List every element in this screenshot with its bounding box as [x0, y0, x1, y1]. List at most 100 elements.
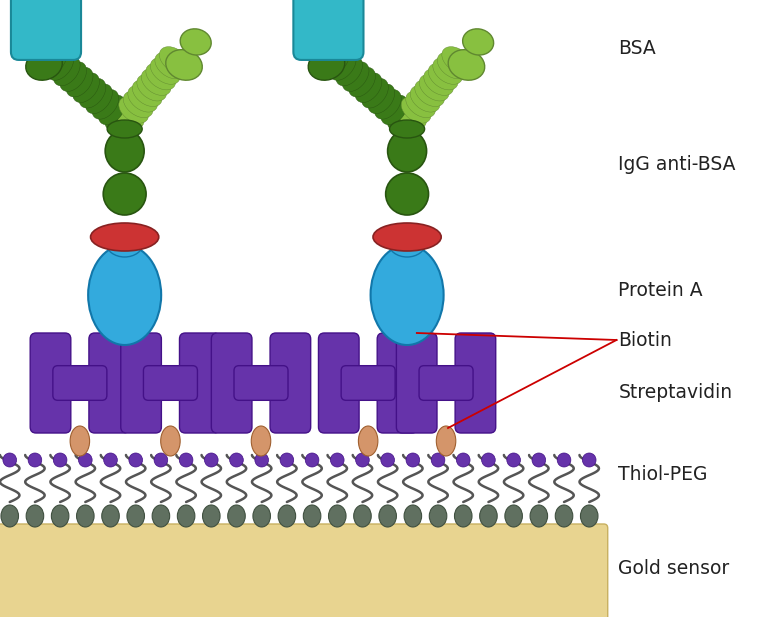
Ellipse shape — [424, 69, 454, 96]
Text: BSA: BSA — [619, 38, 656, 57]
Ellipse shape — [105, 101, 132, 130]
Ellipse shape — [404, 505, 422, 527]
Ellipse shape — [177, 505, 195, 527]
Ellipse shape — [180, 29, 212, 55]
FancyBboxPatch shape — [89, 333, 129, 433]
Ellipse shape — [280, 453, 294, 467]
Ellipse shape — [479, 505, 497, 527]
Ellipse shape — [154, 453, 167, 467]
FancyBboxPatch shape — [419, 366, 473, 400]
Ellipse shape — [368, 84, 395, 114]
Ellipse shape — [505, 505, 522, 527]
Ellipse shape — [161, 426, 180, 456]
Ellipse shape — [85, 84, 113, 114]
Ellipse shape — [406, 453, 419, 467]
FancyBboxPatch shape — [212, 333, 252, 433]
Ellipse shape — [106, 229, 143, 257]
Ellipse shape — [349, 67, 375, 97]
Ellipse shape — [355, 453, 369, 467]
Ellipse shape — [380, 453, 394, 467]
Ellipse shape — [103, 173, 146, 215]
Ellipse shape — [406, 91, 435, 118]
FancyBboxPatch shape — [270, 333, 310, 433]
Ellipse shape — [123, 91, 153, 118]
Ellipse shape — [78, 453, 92, 467]
Ellipse shape — [205, 453, 218, 467]
Ellipse shape — [361, 78, 388, 108]
Ellipse shape — [304, 505, 321, 527]
Ellipse shape — [88, 245, 161, 345]
Text: IgG anti-BSA: IgG anti-BSA — [619, 155, 736, 175]
Ellipse shape — [342, 62, 369, 91]
Ellipse shape — [98, 95, 126, 125]
Ellipse shape — [330, 51, 356, 80]
Ellipse shape — [442, 47, 472, 73]
Ellipse shape — [380, 95, 408, 125]
Ellipse shape — [53, 56, 80, 86]
Ellipse shape — [431, 453, 445, 467]
Ellipse shape — [393, 106, 421, 136]
Ellipse shape — [66, 67, 93, 97]
Ellipse shape — [448, 49, 485, 80]
Ellipse shape — [354, 505, 371, 527]
Ellipse shape — [26, 49, 62, 80]
Ellipse shape — [532, 453, 546, 467]
Text: Gold sensor: Gold sensor — [619, 558, 730, 578]
FancyBboxPatch shape — [294, 0, 364, 60]
FancyBboxPatch shape — [11, 0, 81, 60]
Ellipse shape — [46, 51, 74, 80]
Ellipse shape — [305, 453, 319, 467]
Ellipse shape — [581, 505, 598, 527]
Text: Biotin: Biotin — [619, 331, 672, 349]
Ellipse shape — [396, 102, 426, 129]
Ellipse shape — [228, 505, 245, 527]
Ellipse shape — [129, 453, 142, 467]
Ellipse shape — [107, 120, 142, 138]
Ellipse shape — [330, 453, 344, 467]
Ellipse shape — [387, 130, 427, 172]
Ellipse shape — [253, 505, 270, 527]
Ellipse shape — [91, 223, 159, 251]
Ellipse shape — [530, 505, 548, 527]
Ellipse shape — [105, 130, 144, 172]
Ellipse shape — [115, 310, 135, 340]
Ellipse shape — [373, 223, 441, 251]
Text: Streptavidin: Streptavidin — [619, 383, 733, 402]
Ellipse shape — [438, 52, 467, 79]
Ellipse shape — [428, 64, 458, 90]
Ellipse shape — [355, 73, 382, 102]
Ellipse shape — [137, 75, 167, 101]
Ellipse shape — [146, 64, 176, 90]
Ellipse shape — [53, 453, 67, 467]
Ellipse shape — [397, 310, 417, 340]
Ellipse shape — [299, 29, 330, 55]
Ellipse shape — [110, 108, 139, 135]
Ellipse shape — [72, 73, 100, 102]
Ellipse shape — [111, 106, 138, 136]
Ellipse shape — [251, 426, 271, 456]
Ellipse shape — [92, 89, 119, 119]
Ellipse shape — [433, 58, 463, 85]
Ellipse shape — [429, 505, 447, 527]
Ellipse shape — [127, 505, 145, 527]
Ellipse shape — [415, 80, 444, 107]
Ellipse shape — [482, 453, 495, 467]
FancyBboxPatch shape — [0, 524, 608, 617]
Text: Protein A: Protein A — [619, 281, 703, 299]
Ellipse shape — [26, 505, 43, 527]
Ellipse shape — [202, 505, 220, 527]
FancyBboxPatch shape — [396, 333, 437, 433]
Ellipse shape — [17, 29, 48, 55]
Ellipse shape — [463, 29, 494, 55]
Ellipse shape — [454, 505, 472, 527]
Ellipse shape — [389, 229, 425, 257]
Ellipse shape — [419, 75, 449, 101]
Ellipse shape — [77, 505, 94, 527]
FancyBboxPatch shape — [53, 366, 107, 400]
FancyBboxPatch shape — [377, 333, 418, 433]
Ellipse shape — [102, 505, 119, 527]
FancyBboxPatch shape — [455, 333, 495, 433]
Ellipse shape — [155, 52, 185, 79]
Ellipse shape — [119, 97, 148, 123]
Ellipse shape — [557, 453, 571, 467]
